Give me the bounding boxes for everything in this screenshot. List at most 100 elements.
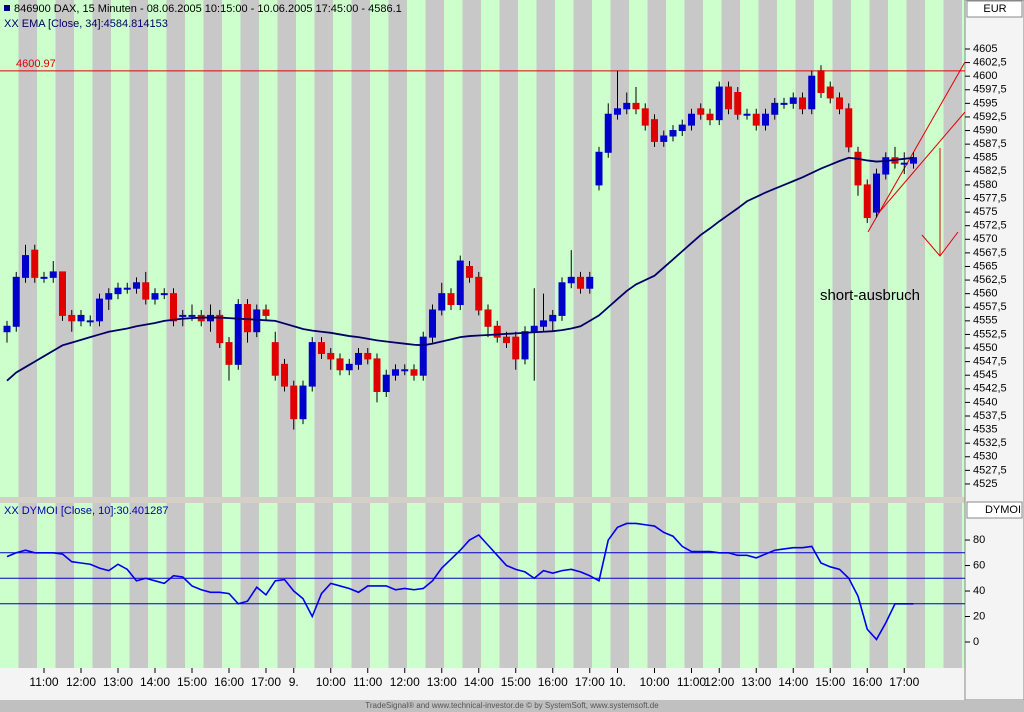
candle-body bbox=[771, 102, 779, 115]
candle-body bbox=[225, 342, 233, 365]
stripe bbox=[37, 0, 56, 668]
y-tick-label: 4577,5 bbox=[973, 192, 1007, 204]
y-tick-label: 4595 bbox=[973, 97, 997, 109]
x-tick-label: 12:00 bbox=[704, 675, 734, 689]
x-tick-label: 17:00 bbox=[251, 675, 281, 689]
stripe bbox=[925, 0, 944, 668]
candle-body bbox=[419, 336, 427, 376]
y-tick-label: 4570 bbox=[973, 233, 997, 245]
y-tick-label: 4555 bbox=[973, 315, 997, 327]
candle-body bbox=[641, 108, 649, 126]
stripe bbox=[851, 0, 870, 668]
stripe bbox=[573, 0, 592, 668]
line bbox=[6, 522, 914, 641]
candle-body bbox=[549, 314, 557, 322]
y-tick-label: 4542,5 bbox=[973, 383, 1007, 395]
annotation: short-ausbruch bbox=[820, 287, 920, 304]
stripe bbox=[444, 0, 463, 668]
x-tick-label: 16:00 bbox=[538, 675, 568, 689]
candle-body bbox=[429, 309, 436, 338]
candle-body bbox=[567, 276, 575, 284]
candle-body bbox=[281, 363, 288, 387]
candle-body bbox=[355, 352, 362, 365]
x-tick-label: 15:00 bbox=[815, 675, 845, 689]
y-tick-label: 4575 bbox=[973, 206, 997, 218]
x-tick-label: 13:00 bbox=[103, 675, 133, 689]
trend-line bbox=[875, 111, 966, 217]
stripe bbox=[943, 0, 962, 668]
y-tick-label: 4605 bbox=[973, 43, 997, 55]
candle-body bbox=[456, 260, 464, 306]
y-tick-label: 0 bbox=[973, 636, 979, 648]
y-tick-label: 4540 bbox=[973, 396, 997, 408]
candle-body bbox=[678, 124, 686, 132]
candle-body bbox=[725, 86, 732, 110]
stripe bbox=[684, 0, 703, 668]
candle-body bbox=[308, 342, 316, 387]
stripe bbox=[555, 0, 574, 668]
candle-body bbox=[817, 70, 825, 93]
candle-body bbox=[318, 342, 325, 354]
candle-body bbox=[3, 325, 11, 333]
candle-body bbox=[382, 374, 390, 393]
y-tick-label: 4550 bbox=[973, 342, 997, 354]
x-tick-label: 17:00 bbox=[575, 675, 605, 689]
candle-body bbox=[484, 309, 492, 327]
stripe bbox=[370, 0, 389, 668]
candle-body bbox=[31, 249, 39, 278]
candle-body bbox=[651, 119, 658, 142]
candle-body bbox=[475, 276, 483, 311]
y-tick-label: 4557,5 bbox=[973, 301, 1007, 313]
candle-body bbox=[123, 287, 131, 290]
resistance-label: 4600.97 bbox=[16, 58, 56, 70]
x-tick-label: 14:00 bbox=[464, 675, 494, 689]
stripe bbox=[962, 0, 965, 668]
y-tick-label: 4592,5 bbox=[973, 111, 1007, 123]
axis-box bbox=[966, 501, 1023, 519]
candle-body bbox=[900, 162, 908, 165]
candle-body bbox=[410, 369, 418, 376]
candle-body bbox=[595, 151, 603, 186]
candle-body bbox=[623, 102, 631, 110]
candle-body bbox=[697, 108, 705, 115]
candle-body bbox=[114, 287, 122, 295]
candle-body bbox=[22, 255, 29, 278]
candle-body bbox=[577, 276, 584, 289]
y-tick-label: 80 bbox=[973, 534, 985, 546]
candle-body bbox=[234, 304, 242, 365]
y-tick-label: 4532,5 bbox=[973, 437, 1007, 449]
stripe bbox=[55, 0, 74, 668]
stripe bbox=[148, 0, 167, 668]
axis-unit: EUR bbox=[983, 3, 1006, 15]
candle-body bbox=[586, 276, 594, 289]
stripe bbox=[259, 0, 278, 668]
candle-body bbox=[40, 276, 48, 279]
x-tick-label: 14:00 bbox=[140, 675, 170, 689]
candle-body bbox=[604, 113, 612, 153]
y-tick-label: 4582,5 bbox=[973, 165, 1007, 177]
candle-body bbox=[12, 276, 20, 327]
indicator-label: XX DYMOI [Close, 10]:30.401287 bbox=[4, 505, 168, 517]
stripe bbox=[814, 0, 833, 668]
y-tick-label: 4602,5 bbox=[973, 56, 1007, 68]
stripe bbox=[18, 0, 37, 668]
y-tick-label: 4525 bbox=[973, 478, 997, 490]
stripe bbox=[536, 0, 555, 668]
time-axis bbox=[0, 668, 965, 700]
candle-body bbox=[244, 304, 251, 333]
candle-body bbox=[521, 331, 529, 360]
footer-bar bbox=[0, 700, 1024, 712]
candle-body bbox=[253, 309, 261, 333]
y-tick-label: 4597,5 bbox=[973, 84, 1007, 96]
candle-body bbox=[68, 314, 76, 322]
candle-body bbox=[826, 86, 834, 99]
y-tick-label: 4537,5 bbox=[973, 410, 1007, 422]
panel-separator bbox=[0, 497, 965, 503]
candle-body bbox=[438, 293, 446, 311]
y-tick-label: 4562,5 bbox=[973, 274, 1007, 286]
candle-body bbox=[780, 102, 788, 105]
y-tick-label: 4585 bbox=[973, 152, 997, 164]
candle-body bbox=[401, 369, 409, 372]
line bbox=[6, 156, 914, 382]
